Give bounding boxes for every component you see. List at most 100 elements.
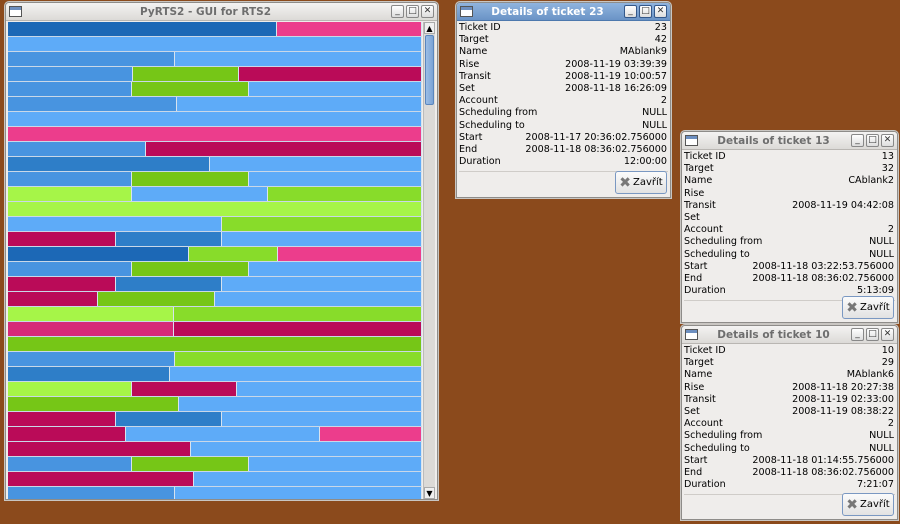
close-dialog-button[interactable]: ✖ Zavřít [842, 493, 894, 516]
main-titlebar[interactable]: PyRTS2 - GUI for RTS2 _ □ ✕ [6, 3, 437, 21]
timeline-row[interactable] [8, 442, 422, 457]
ticket-segment[interactable] [8, 97, 178, 111]
ticket-segment[interactable] [210, 157, 422, 171]
maximize-button[interactable]: □ [639, 5, 652, 18]
close-button[interactable]: ✕ [421, 5, 434, 18]
ticket-segment[interactable] [222, 232, 422, 246]
timeline-row[interactable] [8, 382, 422, 397]
timeline-row[interactable] [8, 427, 422, 442]
ticket-segment[interactable] [132, 82, 249, 96]
ticket-segment[interactable] [8, 472, 195, 486]
timeline-row[interactable] [8, 52, 422, 67]
ticket-segment[interactable] [8, 67, 134, 81]
timeline-row[interactable] [8, 247, 422, 262]
timeline-row[interactable] [8, 112, 422, 127]
timeline-row[interactable] [8, 262, 422, 277]
ticket-segment[interactable] [8, 202, 422, 216]
ticket-segment[interactable] [174, 307, 422, 321]
ticket-segment[interactable] [8, 217, 222, 231]
ticket-titlebar[interactable]: Details of ticket 10 _ □ ✕ [682, 326, 897, 344]
ticket-segment[interactable] [175, 52, 422, 66]
timeline-row[interactable] [8, 82, 422, 97]
ticket-segment[interactable] [8, 307, 175, 321]
ticket-segment[interactable] [170, 367, 422, 381]
timeline-row[interactable] [8, 457, 422, 472]
ticket-segment[interactable] [98, 292, 215, 306]
ticket-segment[interactable] [267, 187, 422, 201]
window-menu-icon[interactable] [685, 135, 698, 146]
ticket-segment[interactable] [8, 382, 133, 396]
ticket-segment[interactable] [8, 247, 189, 261]
minimize-button[interactable]: _ [624, 5, 637, 18]
ticket-segment[interactable] [276, 22, 422, 36]
ticket-titlebar[interactable]: Details of ticket 13 _ □ ✕ [682, 132, 897, 150]
ticket-titlebar[interactable]: Details of ticket 23 _ □ ✕ [457, 3, 670, 21]
close-button[interactable]: ✕ [654, 5, 667, 18]
ticket-segment[interactable] [132, 187, 268, 201]
ticket-segment[interactable] [8, 232, 117, 246]
timeline-row[interactable] [8, 37, 422, 52]
ticket-segment[interactable] [132, 457, 249, 471]
ticket-segment[interactable] [188, 247, 278, 261]
timeline-row[interactable] [8, 277, 422, 292]
scroll-down-button[interactable]: ▼ [424, 487, 435, 499]
window-menu-icon[interactable] [685, 329, 698, 340]
maximize-button[interactable]: □ [866, 328, 879, 341]
ticket-segment[interactable] [8, 427, 127, 441]
timeline-row[interactable] [8, 352, 422, 367]
timeline-row[interactable] [8, 472, 422, 487]
ticket-segment[interactable] [8, 442, 192, 456]
timeline-row[interactable] [8, 172, 422, 187]
ticket-segment[interactable] [221, 217, 422, 231]
ticket-segment[interactable] [8, 127, 422, 141]
timeline-row[interactable] [8, 142, 422, 157]
ticket-segment[interactable] [116, 412, 223, 426]
ticket-segment[interactable] [222, 412, 422, 426]
timeline-row[interactable] [8, 127, 422, 142]
ticket-segment[interactable] [8, 292, 99, 306]
timeline-row[interactable] [8, 202, 422, 217]
close-button[interactable]: ✕ [881, 328, 894, 341]
ticket-segment[interactable] [8, 112, 422, 126]
ticket-segment[interactable] [214, 292, 422, 306]
timeline-row[interactable] [8, 307, 422, 322]
ticket-segment[interactable] [319, 427, 422, 441]
ticket-segment[interactable] [126, 427, 320, 441]
ticket-segment[interactable] [8, 487, 176, 499]
ticket-segment[interactable] [8, 322, 175, 336]
ticket-segment[interactable] [8, 397, 179, 411]
ticket-segment[interactable] [248, 457, 422, 471]
ticket-segment[interactable] [133, 67, 239, 81]
ticket-timeline-list[interactable] [8, 22, 422, 499]
timeline-row[interactable] [8, 412, 422, 427]
timeline-row[interactable] [8, 67, 422, 82]
timeline-row[interactable] [8, 217, 422, 232]
timeline-row[interactable] [8, 487, 422, 499]
ticket-segment[interactable] [132, 172, 249, 186]
ticket-segment[interactable] [132, 262, 249, 276]
ticket-segment[interactable] [248, 262, 422, 276]
ticket-segment[interactable] [8, 367, 171, 381]
ticket-segment[interactable] [116, 232, 223, 246]
ticket-segment[interactable] [222, 277, 422, 291]
ticket-segment[interactable] [8, 157, 211, 171]
maximize-button[interactable]: □ [866, 134, 879, 147]
vertical-scrollbar[interactable]: ▲ ▼ [423, 22, 435, 499]
ticket-segment[interactable] [8, 337, 422, 351]
ticket-segment[interactable] [8, 172, 133, 186]
ticket-segment[interactable] [8, 277, 117, 291]
timeline-row[interactable] [8, 322, 422, 337]
window-menu-icon[interactable] [9, 6, 22, 17]
timeline-row[interactable] [8, 97, 422, 112]
ticket-segment[interactable] [175, 352, 422, 366]
maximize-button[interactable]: □ [406, 5, 419, 18]
ticket-segment[interactable] [248, 82, 422, 96]
ticket-segment[interactable] [116, 277, 223, 291]
minimize-button[interactable]: _ [851, 328, 864, 341]
timeline-row[interactable] [8, 22, 422, 37]
timeline-row[interactable] [8, 292, 422, 307]
ticket-segment[interactable] [8, 37, 422, 51]
scroll-up-button[interactable]: ▲ [424, 22, 435, 34]
timeline-row[interactable] [8, 232, 422, 247]
ticket-segment[interactable] [191, 442, 422, 456]
